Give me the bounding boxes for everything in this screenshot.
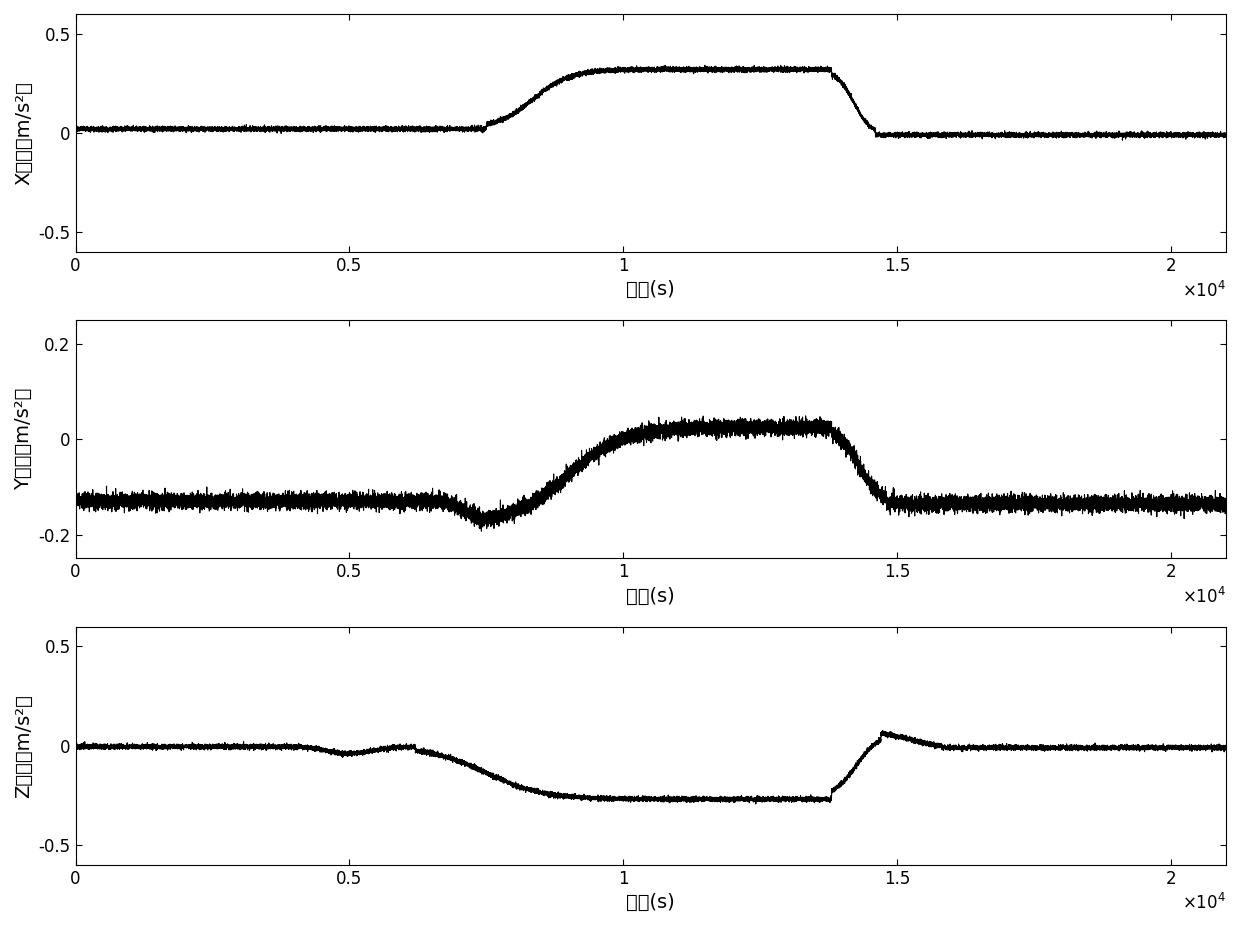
Y-axis label: X加表（m/s²）: X加表（m/s²） [14, 81, 33, 185]
X-axis label: 时间(s): 时间(s) [626, 281, 676, 299]
X-axis label: 时间(s): 时间(s) [626, 587, 676, 606]
Text: $\times10^4$: $\times10^4$ [1182, 894, 1226, 913]
Y-axis label: Y加表（m/s²）: Y加表（m/s²） [14, 388, 33, 491]
Text: $\times10^4$: $\times10^4$ [1182, 281, 1226, 301]
Text: $\times10^4$: $\times10^4$ [1182, 587, 1226, 607]
X-axis label: 时间(s): 时间(s) [626, 893, 676, 912]
Y-axis label: Z加表（m/s²）: Z加表（m/s²） [14, 694, 33, 797]
